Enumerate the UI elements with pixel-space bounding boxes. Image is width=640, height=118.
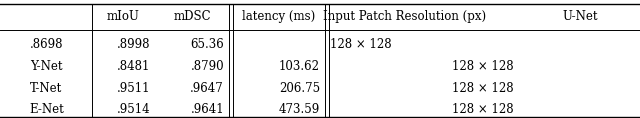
Text: .8998: .8998: [117, 38, 150, 51]
Text: 103.62: 103.62: [279, 60, 320, 73]
Text: 128 × 128: 128 × 128: [452, 103, 513, 116]
Text: 128 × 128: 128 × 128: [330, 38, 391, 51]
Text: latency (ms): latency (ms): [242, 10, 315, 23]
Text: Input Patch Resolution (px): Input Patch Resolution (px): [323, 10, 486, 23]
Text: 206.75: 206.75: [279, 82, 320, 95]
Text: 128 × 128: 128 × 128: [452, 60, 513, 73]
Text: U-Net: U-Net: [563, 10, 598, 23]
Text: 128 × 128: 128 × 128: [452, 82, 513, 95]
Text: .9514: .9514: [116, 103, 150, 116]
Text: .9511: .9511: [117, 82, 150, 95]
Text: T-Net: T-Net: [30, 82, 63, 95]
Text: .8698: .8698: [29, 38, 63, 51]
Text: mDSC: mDSC: [173, 10, 211, 23]
Text: .9641: .9641: [190, 103, 224, 116]
Text: .8790: .8790: [190, 60, 224, 73]
Text: .8481: .8481: [117, 60, 150, 73]
Text: E-Net: E-Net: [29, 103, 64, 116]
Text: 65.36: 65.36: [190, 38, 224, 51]
Text: mIoU: mIoU: [107, 10, 140, 23]
Text: .9647: .9647: [190, 82, 224, 95]
Text: 473.59: 473.59: [279, 103, 320, 116]
Text: Y-Net: Y-Net: [30, 60, 63, 73]
